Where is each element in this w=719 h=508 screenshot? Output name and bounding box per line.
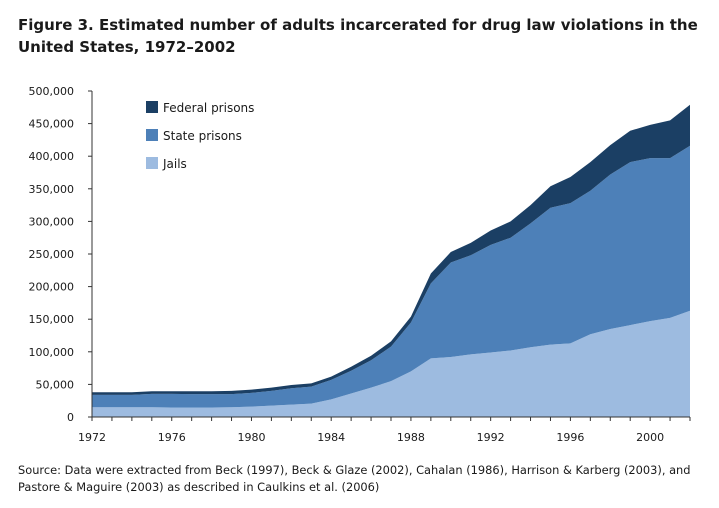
y-tick-label: 500,000 xyxy=(29,85,75,98)
y-tick-label: 450,000 xyxy=(29,118,75,131)
area-state-prisons xyxy=(92,145,690,408)
y-tick-label: 300,000 xyxy=(29,215,75,228)
x-tick-label: 1976 xyxy=(158,431,186,444)
x-tick-label: 1984 xyxy=(317,431,345,444)
axes: 0 50,000 100,000 150,000 200,000 250,000 300,0… xyxy=(29,85,691,444)
area-federal-prisons xyxy=(92,104,690,395)
legend: Federal prisons State prisons Jails xyxy=(146,101,254,171)
area-jails xyxy=(92,310,690,417)
x-tick-label: 1980 xyxy=(237,431,265,444)
legend-swatch-jails xyxy=(146,157,158,169)
y-tick-label: 350,000 xyxy=(29,183,75,196)
x-tick-label: 1996 xyxy=(556,431,584,444)
x-tick-label: 1992 xyxy=(477,431,505,444)
y-tick-label: 400,000 xyxy=(29,150,75,163)
legend-label-jails: Jails xyxy=(162,157,187,171)
x-tick-label: 1988 xyxy=(397,431,425,444)
source-note: Source: Data were extracted from Beck (1… xyxy=(18,463,691,494)
y-tick-label: 150,000 xyxy=(29,313,75,326)
y-tick-label: 100,000 xyxy=(29,346,75,359)
legend-swatch-state-prisons xyxy=(146,129,158,141)
legend-label-federal-prisons: Federal prisons xyxy=(163,101,254,115)
x-tick-label: 1972 xyxy=(78,431,106,444)
y-tick-label: 50,000 xyxy=(36,378,75,391)
x-tick-label: 2000 xyxy=(636,431,664,444)
figure-title: Figure 3. Estimated number of adults inc… xyxy=(18,16,698,56)
y-tick-label: 0 xyxy=(67,411,74,424)
legend-swatch-federal-prisons xyxy=(146,101,158,113)
area-layers xyxy=(92,104,690,417)
y-tick-label: 200,000 xyxy=(29,281,75,294)
y-tick-label: 250,000 xyxy=(29,248,75,261)
legend-label-state-prisons: State prisons xyxy=(163,129,242,143)
